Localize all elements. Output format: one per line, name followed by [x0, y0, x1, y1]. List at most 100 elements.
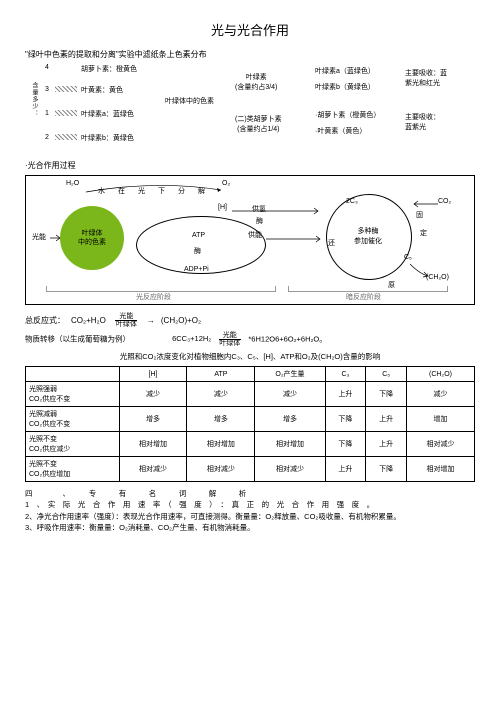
th-6: (CH₂O) [407, 367, 475, 382]
table-cell: 减少 [407, 382, 475, 407]
sec1-header: "绿叶中色素的提取和分离"实验中滤纸条上色素分布 [25, 49, 475, 60]
table-caption: 光照和CO₂浓度变化对植物细胞内C₃、C₅、[H]、ATP和O₂及(CH₂O)含… [25, 351, 475, 362]
enzyme-label: 酶 [194, 246, 201, 256]
arrow-decomp [86, 182, 226, 196]
mat-frac-bot: 叶绿体 [215, 340, 244, 347]
enzyme2: 酶 [256, 216, 263, 226]
row-head: 光照不变 CO₂供应减少 [26, 432, 120, 457]
reduce: 还 [328, 238, 335, 248]
table-cell: 增加 [407, 407, 475, 432]
eq-frac-bot: 叶绿体 [112, 321, 141, 328]
note-3: 3、呼吸作用速率：衡量量：O₂消耗量、CO₂产生量、有机物消耗量。 [25, 522, 475, 533]
r-a2: 叶绿素b（黄绿色） [315, 82, 375, 92]
arrow-atp [266, 234, 324, 244]
fix2: 定 [420, 228, 427, 238]
table-row: 光照不变 CO₂供应减少相对增加相对增加相对增加下降上升相对减少 [26, 432, 475, 457]
adp-label: ADP+Pi [184, 266, 209, 273]
table-row: 光照强弱 CO₂供应不变减少减少减少上升下降减少 [26, 382, 475, 407]
phase-light: 光反应阶段 [136, 292, 171, 302]
table-cell: 相对减少 [255, 457, 325, 482]
row-head: 光照不变 CO₂供应增加 [26, 457, 120, 482]
h-label: [H] [218, 204, 227, 211]
table-cell: 相对减少 [119, 457, 187, 482]
photosynthesis-diagram: H₂O 水 在 光 下 分 解 O₂ 光能 叶绿体 中的色素 ATP 酶 ADP… [25, 175, 475, 305]
row-head: 光照减弱 CO₂供应不变 [26, 407, 120, 432]
strip3-label: 叶绿素b：黄绿色 [81, 133, 134, 143]
mat-frac: 光能 叶绿体 [215, 332, 244, 347]
h2o-label: H₂O [66, 180, 79, 187]
eq-lhs: CO₂+H₂O [71, 316, 106, 325]
co2-label: CO₂ [438, 198, 451, 205]
arrow-h [232, 206, 322, 216]
table-cell: 相对减少 [187, 457, 255, 482]
table-cell: 减少 [255, 382, 325, 407]
table-cell: 上升 [325, 382, 366, 407]
num-1: 1 [45, 110, 49, 117]
r-b2: ·叶黄素（黄色） [315, 126, 366, 136]
arrow-icon [147, 316, 155, 325]
table-cell: 增多 [187, 407, 255, 432]
mat-e: *6H12O6+6O₂+6H₂O。 [248, 334, 326, 343]
note-1: 1 、 实 际 光 合 作 用 速 率 （ 强 度 ） ： 真 正 的 光 合 … [25, 499, 475, 510]
table-cell: 下降 [325, 407, 366, 432]
phase-dark: 暗反应阶段 [346, 292, 381, 302]
strip-2 [55, 110, 77, 116]
th-5: C₅ [366, 367, 407, 382]
arrow-ch2o [410, 264, 430, 278]
chloroplast-circle: 叶绿体 中的色素 [60, 206, 124, 270]
arrow-co2 [412, 200, 438, 208]
c3-label: 2C₃ [346, 198, 358, 205]
page-title: 光与光合作用 [25, 20, 475, 39]
row-head: 光照强弱 CO₂供应不变 [26, 382, 120, 407]
th-0 [26, 367, 120, 382]
table-row: 光照减弱 CO₂供应不变增多增多增多下降上升增加 [26, 407, 475, 432]
strip1-label: 叶黄素：黄色 [81, 85, 123, 95]
table-header-row: [H] ATP O₂产生量 C₃ C₅ (CH₂O) [26, 367, 475, 382]
th-4: C₃ [325, 367, 366, 382]
num-3: 3 [45, 86, 49, 93]
table-cell: 增多 [119, 407, 187, 432]
mid-b: (二)类胡萝卜素 (含量约占1/4) [235, 114, 282, 134]
c5-label: C₅ [404, 254, 412, 261]
notes-head: 四 、 专 有 名 词 解 析 [25, 488, 475, 499]
eq-label: 总反应式： [25, 315, 65, 326]
effect-table: [H] ATP O₂产生量 C₃ C₅ (CH₂O) 光照强弱 CO₂供应不变减… [25, 366, 475, 482]
mat-frac-top: 光能 [219, 332, 241, 340]
table-cell: 下降 [325, 432, 366, 457]
table-cell: 相对增加 [255, 432, 325, 457]
mid-a: 叶绿素 (含量约占3/4) [235, 72, 277, 92]
fix: 固 [416, 210, 423, 220]
material-transfer: 物质转移（以生成葡萄糖为例） 6CC₃+12H₂ 光能 叶绿体 *6H12O6+… [25, 332, 475, 347]
table-cell: 下降 [366, 457, 407, 482]
pigment-distribution: 4 胡萝卜素：橙黄色 含量多少： 3 叶黄素：黄色 1 叶绿素a：蓝绿色 2 叶… [25, 64, 475, 154]
strip2-label: 叶绿素a：蓝绿色 [81, 109, 134, 119]
table-cell: 相对增加 [407, 457, 475, 482]
table-cell: 相对增加 [119, 432, 187, 457]
num-2: 2 [45, 134, 49, 141]
abs2: 主要吸收： 蓝紫光 [405, 112, 440, 132]
pigment-label: 叶绿体 中的色素 [78, 229, 106, 247]
abs1: 主要吸收：蓝 紫光和红光 [405, 68, 447, 88]
table-cell: 相对增加 [187, 432, 255, 457]
equation-row: 总反应式： CO₂+H₂O 光能 叶绿体 (CH₂O)+O₂ [25, 313, 475, 328]
th-3: O₂产生量 [255, 367, 325, 382]
table-cell: 上升 [366, 407, 407, 432]
table-cell: 增多 [255, 407, 325, 432]
table-row: 光照不变 CO₂供应增加相对减少相对减少相对减少上升下降相对增加 [26, 457, 475, 482]
mid-center: 叶绿体中的色素 [165, 96, 214, 106]
light-label: 光能 [32, 232, 46, 242]
table-cell: 减少 [187, 382, 255, 407]
th-2: ATP [187, 367, 255, 382]
strip-3 [55, 134, 77, 140]
eq-arrow: 光能 叶绿体 [112, 313, 141, 328]
top-strip-label: 胡萝卜素：橙黄色 [81, 64, 137, 74]
table-cell: 相对减少 [407, 432, 475, 457]
sec2-label: ·光合作用过程 [25, 160, 475, 171]
r-a1: 叶绿素a（蓝绿色） [315, 66, 375, 76]
strip-1 [55, 86, 77, 92]
note-2: 2、净光合作用速率（强度）：表现光合作用速率，可直接测得。衡量量：O₂释放量、C… [25, 511, 475, 522]
table-cell: 减少 [119, 382, 187, 407]
table-cell: 下降 [366, 382, 407, 407]
num-4: 4 [45, 64, 49, 71]
catalyst-label: 多种酶 参加催化 [354, 226, 382, 246]
